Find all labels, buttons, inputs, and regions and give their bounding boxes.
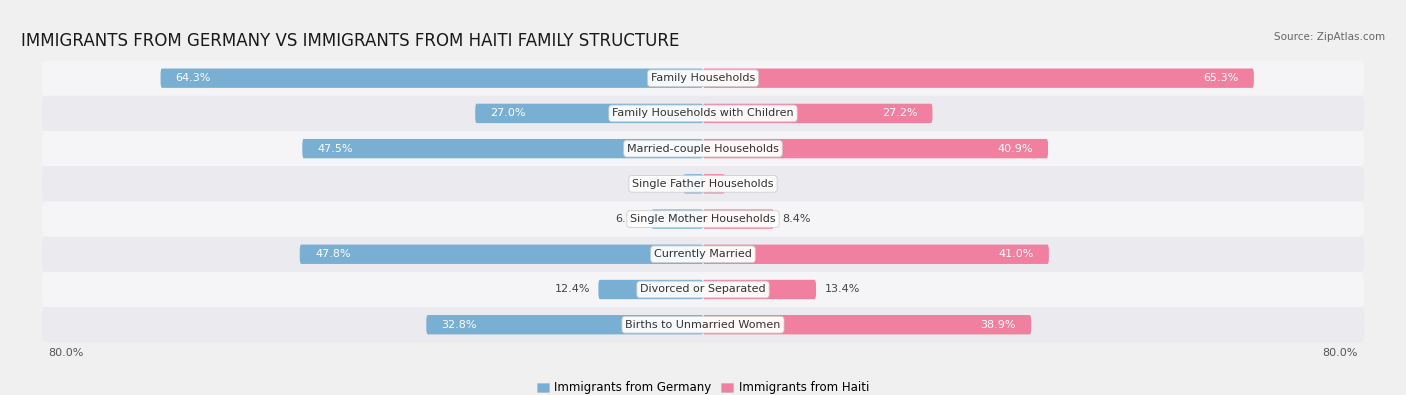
FancyBboxPatch shape: [42, 166, 1364, 201]
Text: 6.1%: 6.1%: [614, 214, 643, 224]
Text: Single Father Households: Single Father Households: [633, 179, 773, 189]
Text: 13.4%: 13.4%: [824, 284, 860, 295]
FancyBboxPatch shape: [42, 307, 1364, 342]
Text: 64.3%: 64.3%: [176, 73, 211, 83]
Text: 41.0%: 41.0%: [998, 249, 1033, 259]
FancyBboxPatch shape: [703, 315, 1031, 335]
FancyBboxPatch shape: [42, 96, 1364, 131]
FancyBboxPatch shape: [703, 139, 1047, 158]
Text: Divorced or Separated: Divorced or Separated: [640, 284, 766, 295]
FancyBboxPatch shape: [703, 245, 1049, 264]
FancyBboxPatch shape: [42, 201, 1364, 237]
FancyBboxPatch shape: [160, 68, 703, 88]
FancyBboxPatch shape: [703, 68, 1254, 88]
Text: 2.6%: 2.6%: [734, 179, 762, 189]
Text: Family Households with Children: Family Households with Children: [612, 108, 794, 118]
Text: 65.3%: 65.3%: [1204, 73, 1239, 83]
Text: Source: ZipAtlas.com: Source: ZipAtlas.com: [1274, 32, 1385, 41]
FancyBboxPatch shape: [703, 104, 932, 123]
FancyBboxPatch shape: [475, 104, 703, 123]
Text: 2.3%: 2.3%: [647, 179, 675, 189]
Text: 38.9%: 38.9%: [980, 320, 1017, 330]
Text: 47.5%: 47.5%: [318, 144, 353, 154]
Text: 80.0%: 80.0%: [1322, 348, 1358, 357]
Text: 80.0%: 80.0%: [48, 348, 84, 357]
Text: 12.4%: 12.4%: [554, 284, 591, 295]
Text: Births to Unmarried Women: Births to Unmarried Women: [626, 320, 780, 330]
FancyBboxPatch shape: [599, 280, 703, 299]
Text: Married-couple Households: Married-couple Households: [627, 144, 779, 154]
Text: 27.0%: 27.0%: [491, 108, 526, 118]
FancyBboxPatch shape: [42, 272, 1364, 307]
Text: Currently Married: Currently Married: [654, 249, 752, 259]
Text: 40.9%: 40.9%: [997, 144, 1033, 154]
Text: 27.2%: 27.2%: [882, 108, 917, 118]
Text: 8.4%: 8.4%: [782, 214, 811, 224]
Text: 32.8%: 32.8%: [441, 320, 477, 330]
FancyBboxPatch shape: [703, 174, 725, 194]
FancyBboxPatch shape: [651, 209, 703, 229]
Text: IMMIGRANTS FROM GERMANY VS IMMIGRANTS FROM HAITI FAMILY STRUCTURE: IMMIGRANTS FROM GERMANY VS IMMIGRANTS FR…: [21, 32, 679, 50]
FancyBboxPatch shape: [302, 139, 703, 158]
FancyBboxPatch shape: [42, 60, 1364, 96]
FancyBboxPatch shape: [703, 280, 815, 299]
FancyBboxPatch shape: [426, 315, 703, 335]
FancyBboxPatch shape: [42, 131, 1364, 166]
FancyBboxPatch shape: [299, 245, 703, 264]
FancyBboxPatch shape: [42, 237, 1364, 272]
FancyBboxPatch shape: [703, 209, 773, 229]
FancyBboxPatch shape: [683, 174, 703, 194]
Legend: Immigrants from Germany, Immigrants from Haiti: Immigrants from Germany, Immigrants from…: [537, 381, 869, 394]
Text: Family Households: Family Households: [651, 73, 755, 83]
Text: Single Mother Households: Single Mother Households: [630, 214, 776, 224]
Text: 47.8%: 47.8%: [315, 249, 350, 259]
